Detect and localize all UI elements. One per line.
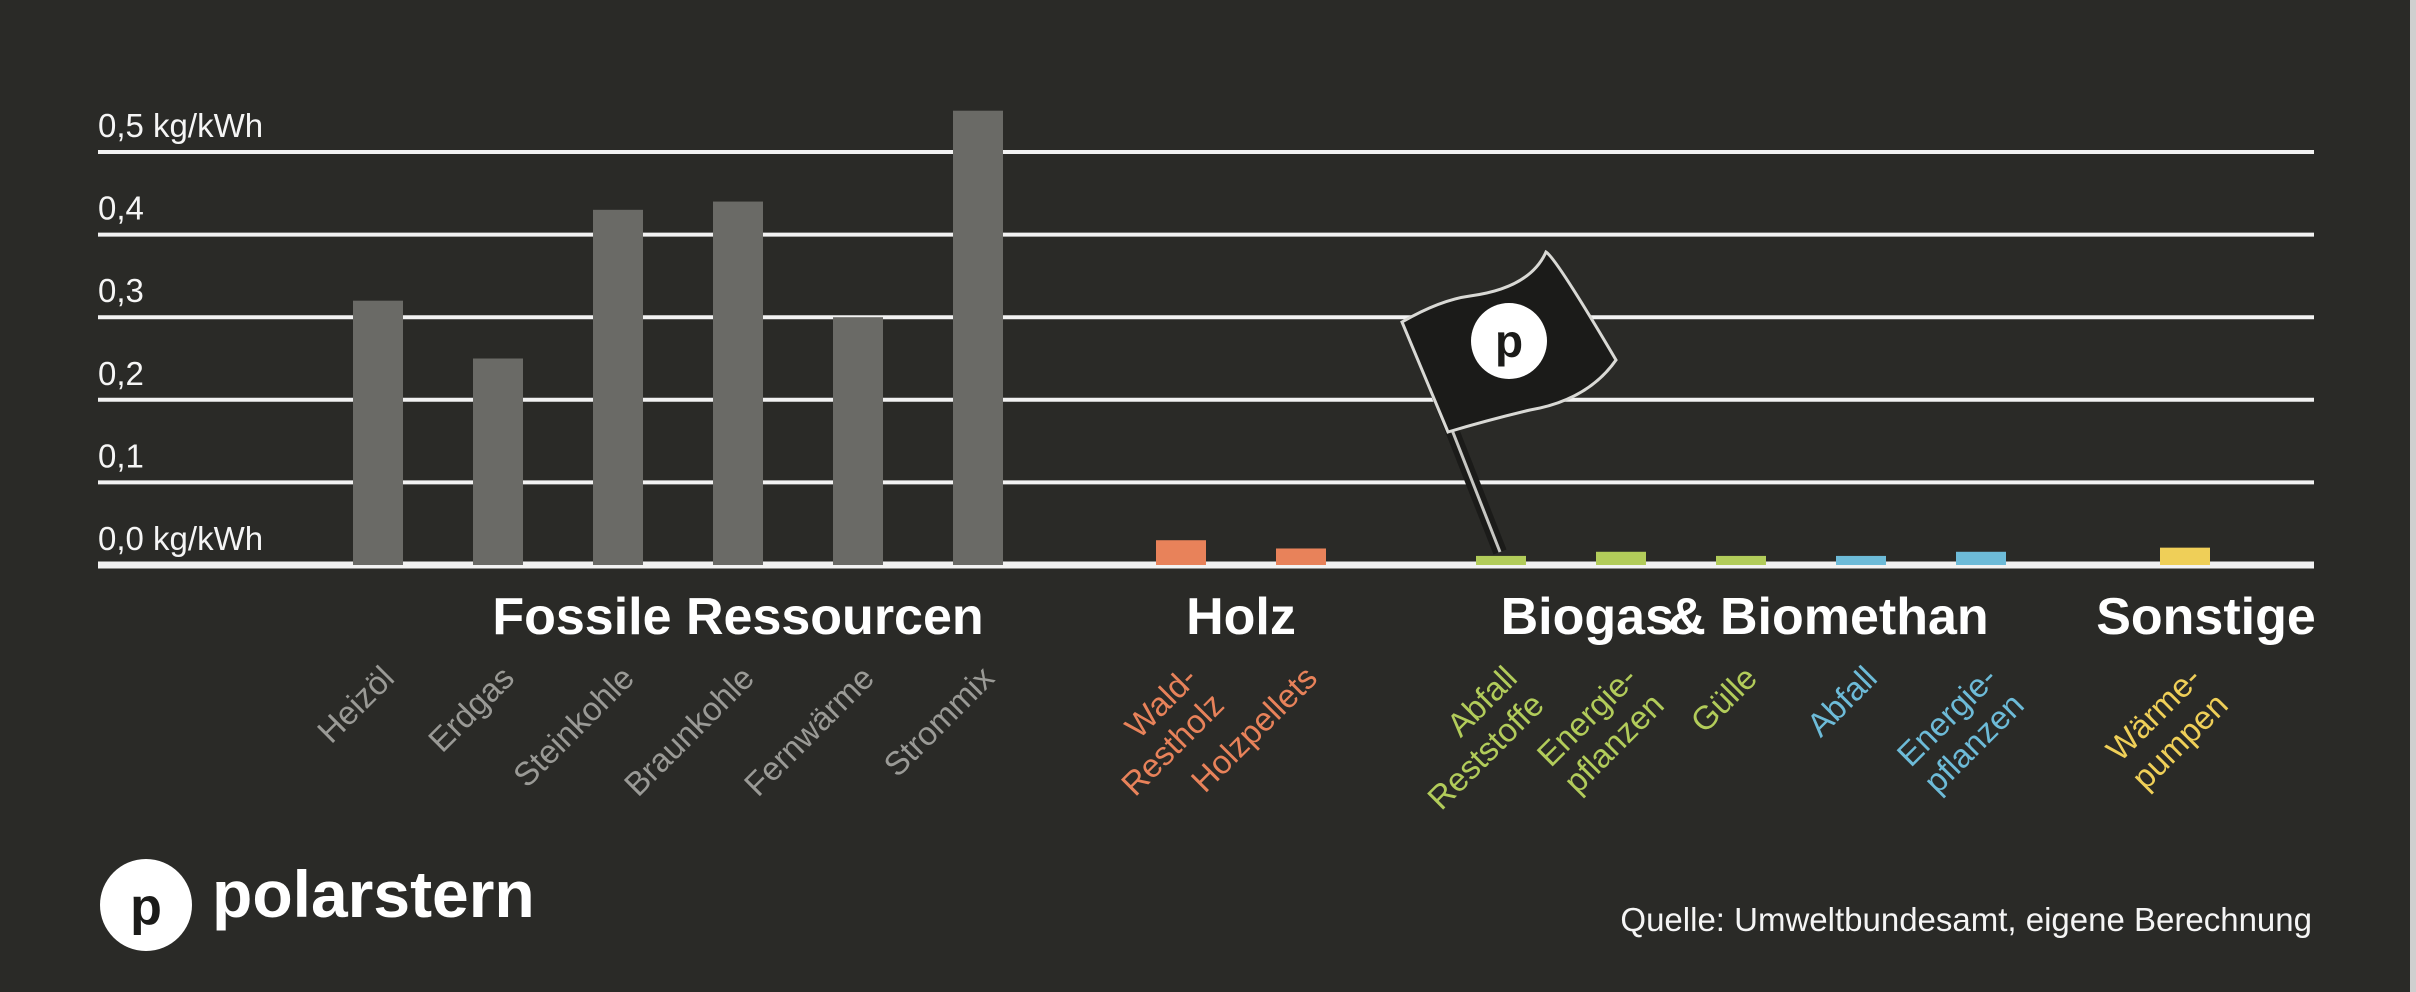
y-tick-label: 0,2: [98, 355, 144, 392]
bar: [473, 358, 523, 565]
category-label: Gülle: [1683, 659, 1764, 740]
flag-logo-letter: p: [1495, 315, 1523, 367]
y-tick-label: 0,3: [98, 272, 144, 309]
bar: [1596, 551, 1646, 565]
bar: [1476, 555, 1526, 565]
y-tick-label: 0,4: [98, 190, 144, 227]
bar: [953, 110, 1003, 565]
y-tick-labels: 0,0 kg/kWh 0,1 0,2 0,3 0,4 0,5 kg/kWh: [98, 107, 263, 557]
group-heading: Holz: [1186, 588, 1296, 646]
bar: [1156, 540, 1206, 565]
bar: [1716, 555, 1766, 565]
grid-layer: [98, 150, 2314, 569]
group-heading: Biomethan: [1720, 588, 1989, 646]
bar: [1956, 551, 2006, 565]
flag-logo-circle: [1471, 303, 1547, 379]
category-label: Strommix: [876, 658, 1001, 783]
bar: [593, 209, 643, 565]
brand-logo-circle: [100, 859, 192, 951]
brand-logo-letter: p: [130, 878, 162, 936]
bar: [1276, 548, 1326, 565]
group-headings: Fossile Ressourcen Holz Biogas& Biomethan So…: [492, 588, 2315, 646]
flag-graphic: p: [1400, 249, 1618, 555]
group-heading: &: [1668, 588, 1706, 646]
category-label: Heizöl: [310, 659, 401, 750]
y-tick-label: 0,1: [98, 437, 144, 474]
category-label: Energie-pflanzen: [1530, 659, 1671, 800]
category-label: AbfallReststoffe: [1393, 659, 1551, 817]
group-heading: Biogas: [1501, 588, 1674, 646]
window-edge: [2410, 0, 2416, 992]
category-label: Erdgas: [421, 659, 521, 759]
category-label: Energie-pflanzen: [1890, 659, 2031, 800]
bar: [353, 300, 403, 565]
source-note: Quelle: Umweltbundesamt, eigene Berechnu…: [1620, 901, 2312, 938]
group-heading: Fossile Ressourcen: [492, 588, 983, 646]
bar: [833, 317, 883, 565]
group-heading: Sonstige: [2096, 588, 2316, 646]
category-labels: Heizöl ErdgasSteinkohleBraunkohleFernwärm…: [310, 658, 2235, 816]
bars: [353, 110, 2210, 565]
category-label: Wärme-pumpen: [2097, 659, 2234, 796]
bar: [713, 201, 763, 565]
brand-name: polarstern: [212, 857, 535, 931]
category-label: Braunkohle: [617, 659, 761, 803]
brand-logo: p polarstern: [100, 857, 535, 951]
bar: [1836, 555, 1886, 565]
y-tick-label: 0,5 kg/kWh: [98, 107, 263, 144]
category-label: Fernwärme: [737, 659, 881, 803]
category-label: Abfall: [1799, 659, 1884, 744]
bar: [2160, 547, 2210, 565]
y-tick-label: 0,0 kg/kWh: [98, 520, 263, 557]
